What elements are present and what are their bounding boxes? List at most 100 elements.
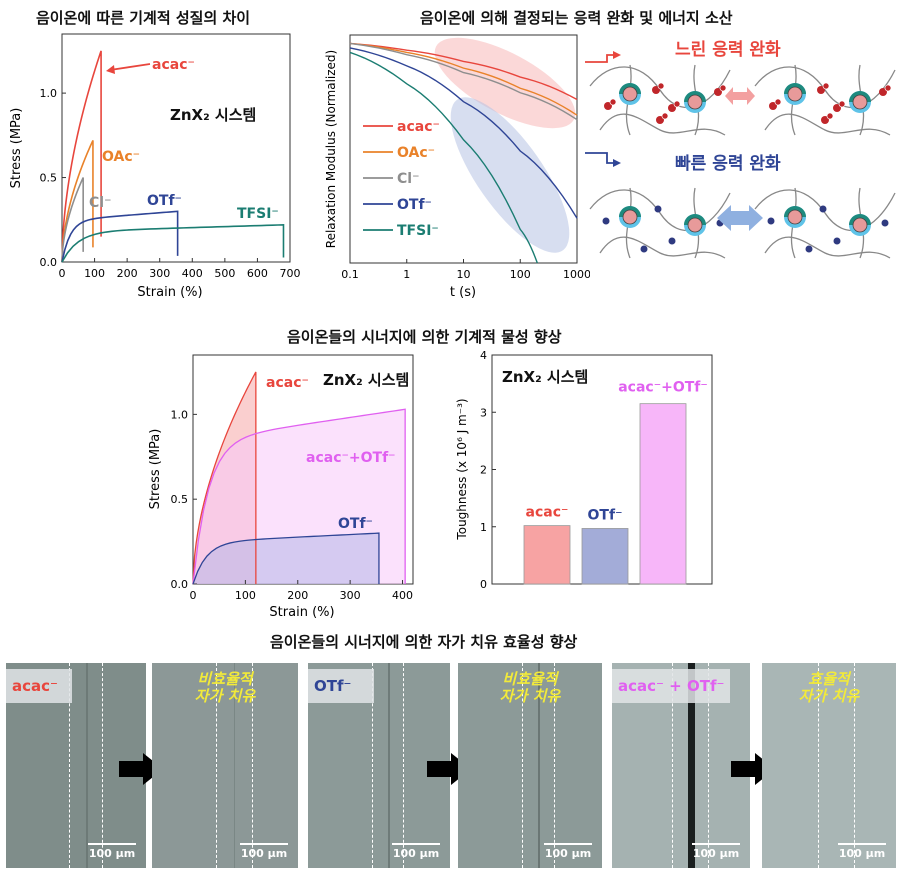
anion-dot — [640, 245, 648, 253]
scale-bar: 100 μm — [544, 843, 592, 860]
scale-bar: 100 μm — [838, 843, 886, 860]
c2-series-line — [349, 42, 578, 116]
c3-series-line — [192, 371, 257, 585]
c1-series-line — [61, 140, 94, 263]
zinc-ion — [787, 209, 803, 225]
anion-dot — [833, 104, 841, 112]
c1-series-line — [61, 210, 179, 263]
relaxation-chart: 0.1 1 10 100 1000 t (s) Relaxation Modulus (… — [324, 34, 590, 300]
anion-dot — [661, 112, 669, 120]
c4-ytick-label: 3 — [480, 406, 487, 419]
c2-legend-label: TFSI⁻ — [397, 223, 439, 239]
c2-legend-label: OTf⁻ — [397, 197, 432, 213]
c3-ytick-label: 1.0 — [171, 408, 189, 421]
anion-dot — [774, 98, 782, 106]
c3-xtick-label: 100 — [235, 589, 256, 602]
network-slow-left — [589, 64, 731, 136]
polymer-chain — [764, 113, 891, 136]
anion-dot — [767, 217, 775, 225]
polymer-chain — [754, 189, 896, 231]
c3-xtick-label: 0 — [190, 589, 197, 602]
c3-label-mix: acac⁻+OTf⁻ — [306, 450, 396, 466]
c2-series-line — [349, 51, 538, 264]
c1-xlabel: Strain (%) — [137, 285, 202, 300]
c2-xlabel: t (s) — [450, 285, 476, 300]
c1-acac-arrowhead — [106, 65, 115, 74]
c3-series-area — [193, 533, 379, 584]
anion-dot — [719, 84, 727, 92]
anion-dot — [822, 82, 830, 90]
c3-ylabel: Stress (MPa) — [148, 429, 163, 510]
polymer-chain — [589, 189, 731, 231]
micrograph-label-acac: acac⁻ — [6, 669, 72, 703]
zinc-ion — [852, 217, 868, 233]
anion-dot — [838, 100, 846, 108]
anion-dot — [879, 88, 887, 96]
c3-ytick-label: 0.0 — [171, 578, 189, 591]
c1-label-cl: Cl⁻ — [89, 195, 111, 211]
c1-xtick-label: 200 — [117, 267, 138, 280]
c2-xtick-label: 100 — [510, 268, 531, 281]
heal-text-otf: 비효율적 자가 치유 — [499, 670, 561, 705]
polymer-chain — [589, 66, 731, 108]
micrograph-mix-after: 효율적 자가 치유 100 μm — [762, 663, 896, 868]
anion-dot — [769, 102, 777, 110]
heal-text-acac: 비효율적 자가 치유 — [194, 670, 256, 705]
polymer-chain — [754, 66, 896, 108]
c1-xtick-label: 500 — [214, 267, 235, 280]
network-fast-left — [589, 187, 731, 259]
slow-relaxation-label: 느린 응력 완화 — [675, 40, 781, 60]
zinc-ion — [687, 217, 703, 233]
c1-xtick-label: 300 — [149, 267, 170, 280]
c1-series-line — [61, 50, 102, 263]
c1-xtick-label: 400 — [182, 267, 203, 280]
zinc-ion — [787, 86, 803, 102]
c1-series-line — [61, 224, 285, 263]
synergy-stress-strain-chart: 0 100 200 300 400 0.0 0.5 1.0 Strain (%) Stress… — [148, 354, 414, 620]
c2-series-line — [349, 42, 578, 121]
c2-legend-label: Cl⁻ — [397, 171, 419, 187]
c2-legend-label: acac⁻ — [397, 119, 440, 135]
c1-xtick-label: 0 — [59, 267, 66, 280]
zinc-ion — [622, 86, 638, 102]
micrograph-label-otf: OTf⁻ — [308, 669, 374, 703]
anion-dot — [652, 86, 660, 94]
polymer-chain — [599, 236, 726, 259]
c2-ylabel: Relaxation Modulus (Normalized) — [324, 50, 338, 248]
c1-xtick-label: 100 — [84, 267, 105, 280]
micrograph-otf-before: OTf⁻ 100 μm — [308, 663, 450, 868]
polymer-chain — [764, 236, 891, 259]
c3-xtick-label: 300 — [340, 589, 361, 602]
c1-ylabel: Stress (MPa) — [9, 108, 24, 189]
toughness-bar-label: acac⁻+OTf⁻ — [618, 380, 708, 396]
synergy-mech-title: 음이온들의 시너지에 의한 기계적 물성 향상 — [287, 328, 562, 346]
c1-label-tfsi: TFSI⁻ — [237, 206, 279, 222]
anion-dot — [881, 219, 889, 227]
heal-text-mix: 효율적 자가 치유 — [798, 670, 860, 705]
toughness-bar — [581, 528, 629, 585]
scale-bar: 100 μm — [692, 843, 740, 860]
c1-ytick-label: 1.0 — [40, 87, 58, 100]
c2-xtick-label: 10 — [457, 268, 471, 281]
c3-series-line — [192, 408, 406, 585]
anion-dot — [654, 205, 662, 213]
c1-xtick-label: 700 — [280, 267, 301, 280]
anion-dot — [805, 245, 813, 253]
c1-series-line — [61, 177, 84, 263]
scale-bar: 100 μm — [392, 843, 440, 860]
synergy-heal-title: 음이온들의 시너지에 의한 자가 치유 효율성 향상 — [270, 633, 578, 651]
c2-xtick-label: 1000 — [563, 268, 590, 281]
network-slow-right — [754, 64, 896, 136]
scale-bar: 100 μm — [240, 843, 288, 860]
anion-dot — [833, 237, 841, 245]
fast-exchange-arrow — [717, 205, 763, 231]
c3-series-line — [192, 532, 380, 585]
c3-label-acac: acac⁻ — [266, 375, 309, 391]
stress-strain-title: 음이온에 따른 기계적 성질의 차이 — [36, 9, 251, 27]
c1-label-otf: OTf⁻ — [147, 193, 182, 209]
anion-dot — [668, 237, 676, 245]
c4-ytick-label: 0 — [480, 578, 487, 591]
anion-dot — [673, 100, 681, 108]
anion-dot — [656, 116, 664, 124]
anion-dot — [668, 104, 676, 112]
